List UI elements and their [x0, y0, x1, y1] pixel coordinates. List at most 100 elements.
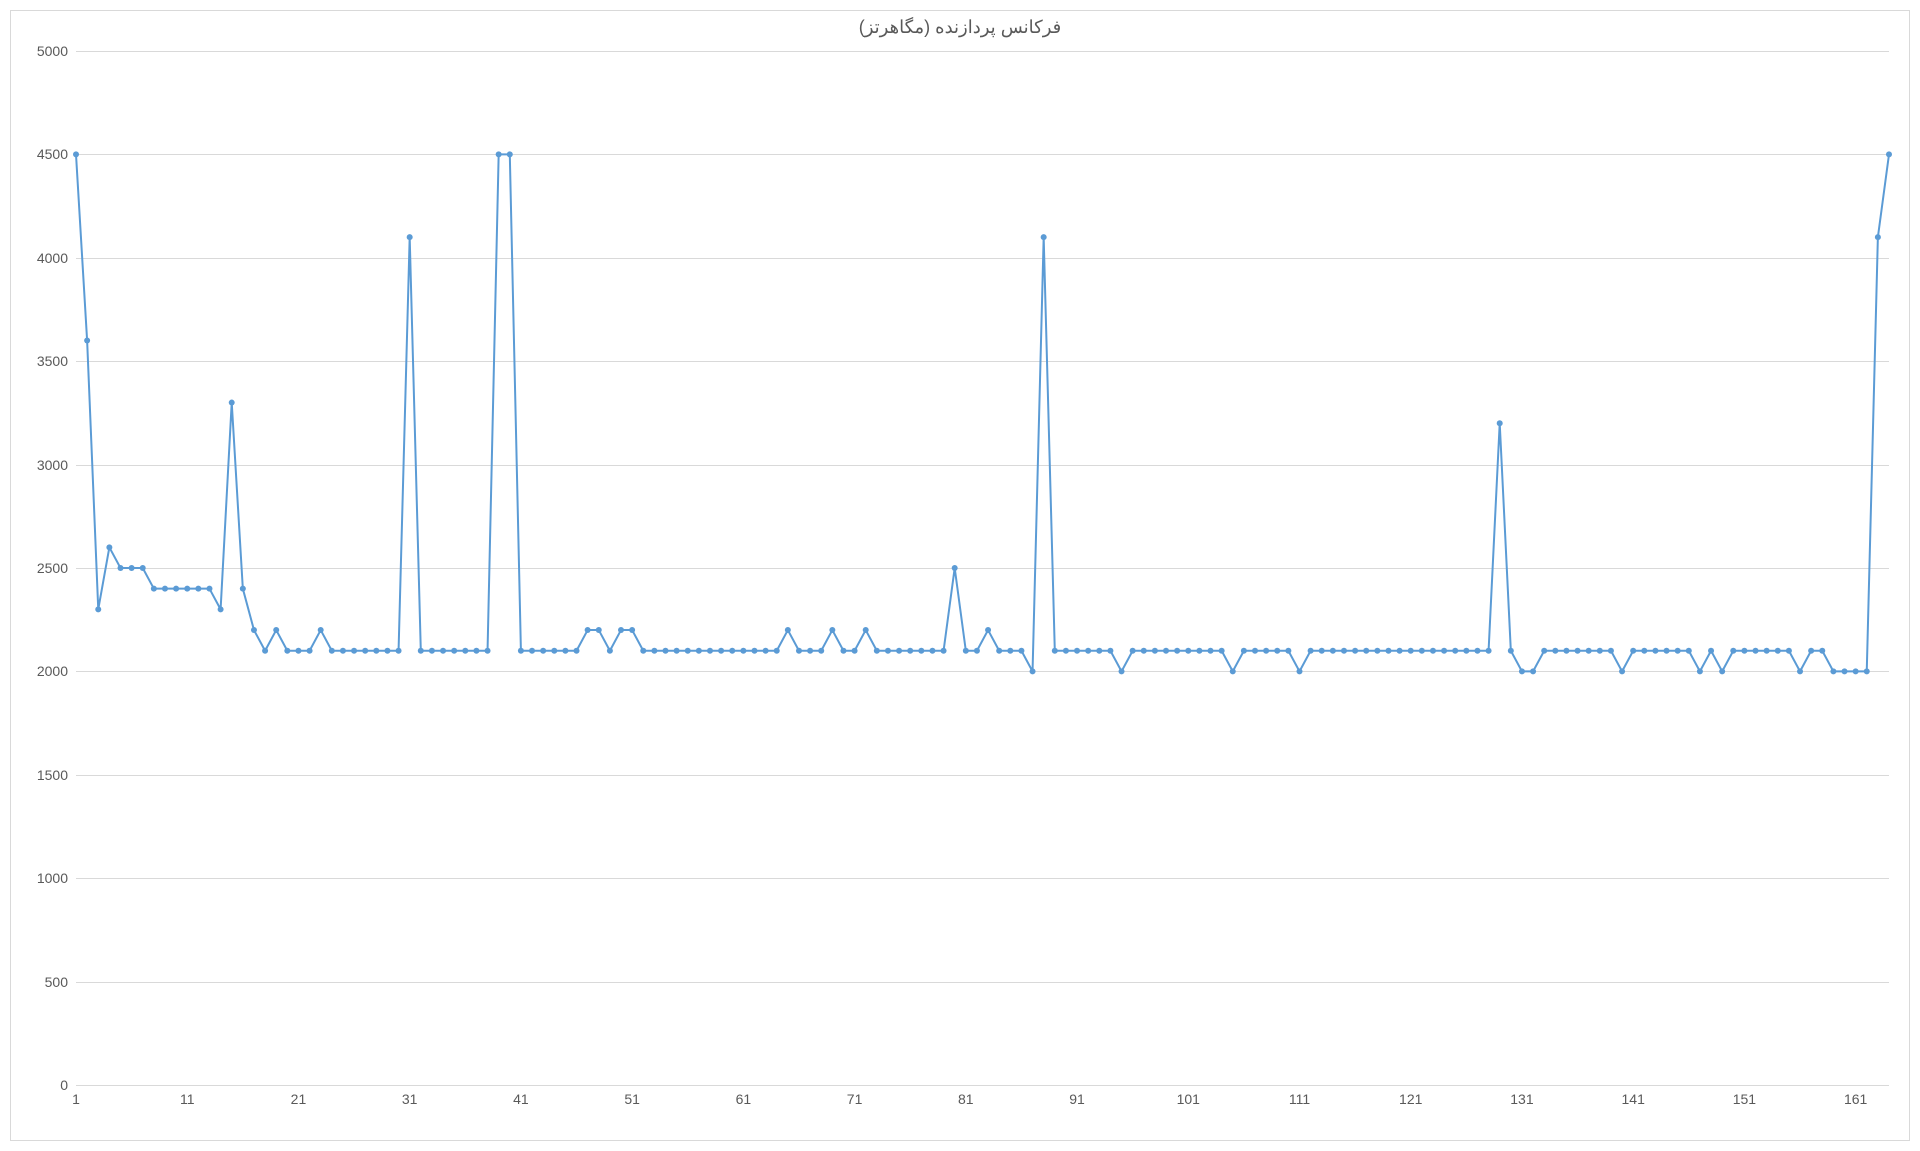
x-axis-tick-label: 91 — [1069, 1091, 1085, 1107]
x-axis-tick-label: 51 — [624, 1091, 640, 1107]
data-point-marker — [852, 648, 858, 654]
data-point-marker — [106, 544, 112, 550]
data-point-marker — [1764, 648, 1770, 654]
x-axis-tick-label: 1 — [72, 1091, 80, 1107]
data-point-marker — [1052, 648, 1058, 654]
data-point-marker — [151, 586, 157, 592]
data-point-marker — [1686, 648, 1692, 654]
data-point-marker — [351, 648, 357, 654]
y-axis-tick-label: 5000 — [37, 43, 68, 59]
data-point-marker — [696, 648, 702, 654]
data-point-marker — [1297, 668, 1303, 674]
data-point-marker — [485, 648, 491, 654]
data-point-marker — [985, 627, 991, 633]
data-point-marker — [751, 648, 757, 654]
data-point-marker — [1107, 648, 1113, 654]
data-point-marker — [1185, 648, 1191, 654]
data-point-marker — [1853, 668, 1859, 674]
data-point-marker — [396, 648, 402, 654]
y-axis-tick-label: 4500 — [37, 146, 68, 162]
data-point-marker — [1486, 648, 1492, 654]
data-point-marker — [885, 648, 891, 654]
data-point-marker — [1163, 648, 1169, 654]
data-point-marker — [262, 648, 268, 654]
y-axis-tick-label: 0 — [60, 1077, 68, 1093]
x-axis-tick-label: 31 — [402, 1091, 418, 1107]
data-point-marker — [1096, 648, 1102, 654]
data-point-marker — [1864, 668, 1870, 674]
x-axis-tick-label: 131 — [1510, 1091, 1533, 1107]
data-point-marker — [1441, 648, 1447, 654]
data-point-marker — [974, 648, 980, 654]
data-point-marker — [963, 648, 969, 654]
data-point-marker — [1664, 648, 1670, 654]
data-point-marker — [640, 648, 646, 654]
data-point-marker — [1719, 668, 1725, 674]
data-point-marker — [1263, 648, 1269, 654]
data-point-marker — [451, 648, 457, 654]
data-point-marker — [1007, 648, 1013, 654]
data-point-marker — [240, 586, 246, 592]
data-point-marker — [1552, 648, 1558, 654]
data-point-marker — [162, 586, 168, 592]
y-axis-tick-label: 2500 — [37, 560, 68, 576]
data-point-marker — [996, 648, 1002, 654]
data-point-marker — [863, 627, 869, 633]
data-point-marker — [1875, 234, 1881, 240]
chart-plot-area: 0500100015002000250030003500400045005000… — [76, 51, 1889, 1085]
data-point-marker — [1341, 648, 1347, 654]
data-point-marker — [629, 627, 635, 633]
data-point-marker — [1085, 648, 1091, 654]
data-point-marker — [918, 648, 924, 654]
data-point-marker — [1119, 668, 1125, 674]
data-point-marker — [1741, 648, 1747, 654]
y-axis-tick-label: 2000 — [37, 663, 68, 679]
x-axis-tick-label: 11 — [180, 1091, 195, 1107]
data-point-marker — [1319, 648, 1325, 654]
data-point-marker — [1208, 648, 1214, 654]
data-point-marker — [1363, 648, 1369, 654]
data-point-marker — [540, 648, 546, 654]
data-point-marker — [295, 648, 301, 654]
data-point-marker — [829, 627, 835, 633]
data-point-marker — [707, 648, 713, 654]
data-point-marker — [329, 648, 335, 654]
line-series-svg — [76, 51, 1889, 1085]
x-axis-tick-label: 41 — [513, 1091, 529, 1107]
data-point-marker — [1597, 648, 1603, 654]
data-point-marker — [1285, 648, 1291, 654]
data-point-marker — [1419, 648, 1425, 654]
data-point-marker — [1219, 648, 1225, 654]
data-point-marker — [607, 648, 613, 654]
data-point-marker — [674, 648, 680, 654]
data-point-marker — [1018, 648, 1024, 654]
x-axis-tick-label: 61 — [736, 1091, 752, 1107]
data-point-marker — [1842, 668, 1848, 674]
y-axis-tick-label: 1500 — [37, 767, 68, 783]
data-point-marker — [1819, 648, 1825, 654]
data-point-marker — [1808, 648, 1814, 654]
data-point-marker — [1530, 668, 1536, 674]
data-point-marker — [1352, 648, 1358, 654]
y-axis-tick-label: 1000 — [37, 870, 68, 886]
data-point-marker — [818, 648, 824, 654]
data-point-marker — [1397, 648, 1403, 654]
data-point-marker — [140, 565, 146, 571]
data-point-marker — [1753, 648, 1759, 654]
data-point-marker — [1541, 648, 1547, 654]
x-axis-tick-label: 151 — [1733, 1091, 1756, 1107]
data-point-marker — [1274, 648, 1280, 654]
data-point-marker — [929, 648, 935, 654]
y-axis-tick-label: 3500 — [37, 353, 68, 369]
data-point-marker — [1330, 648, 1336, 654]
data-point-marker — [796, 648, 802, 654]
data-point-marker — [73, 151, 79, 157]
data-point-marker — [774, 648, 780, 654]
data-point-marker — [1608, 648, 1614, 654]
data-point-marker — [117, 565, 123, 571]
x-axis-tick-label: 81 — [958, 1091, 974, 1107]
data-point-marker — [1130, 648, 1136, 654]
data-point-marker — [418, 648, 424, 654]
data-point-marker — [229, 400, 235, 406]
data-point-marker — [740, 648, 746, 654]
